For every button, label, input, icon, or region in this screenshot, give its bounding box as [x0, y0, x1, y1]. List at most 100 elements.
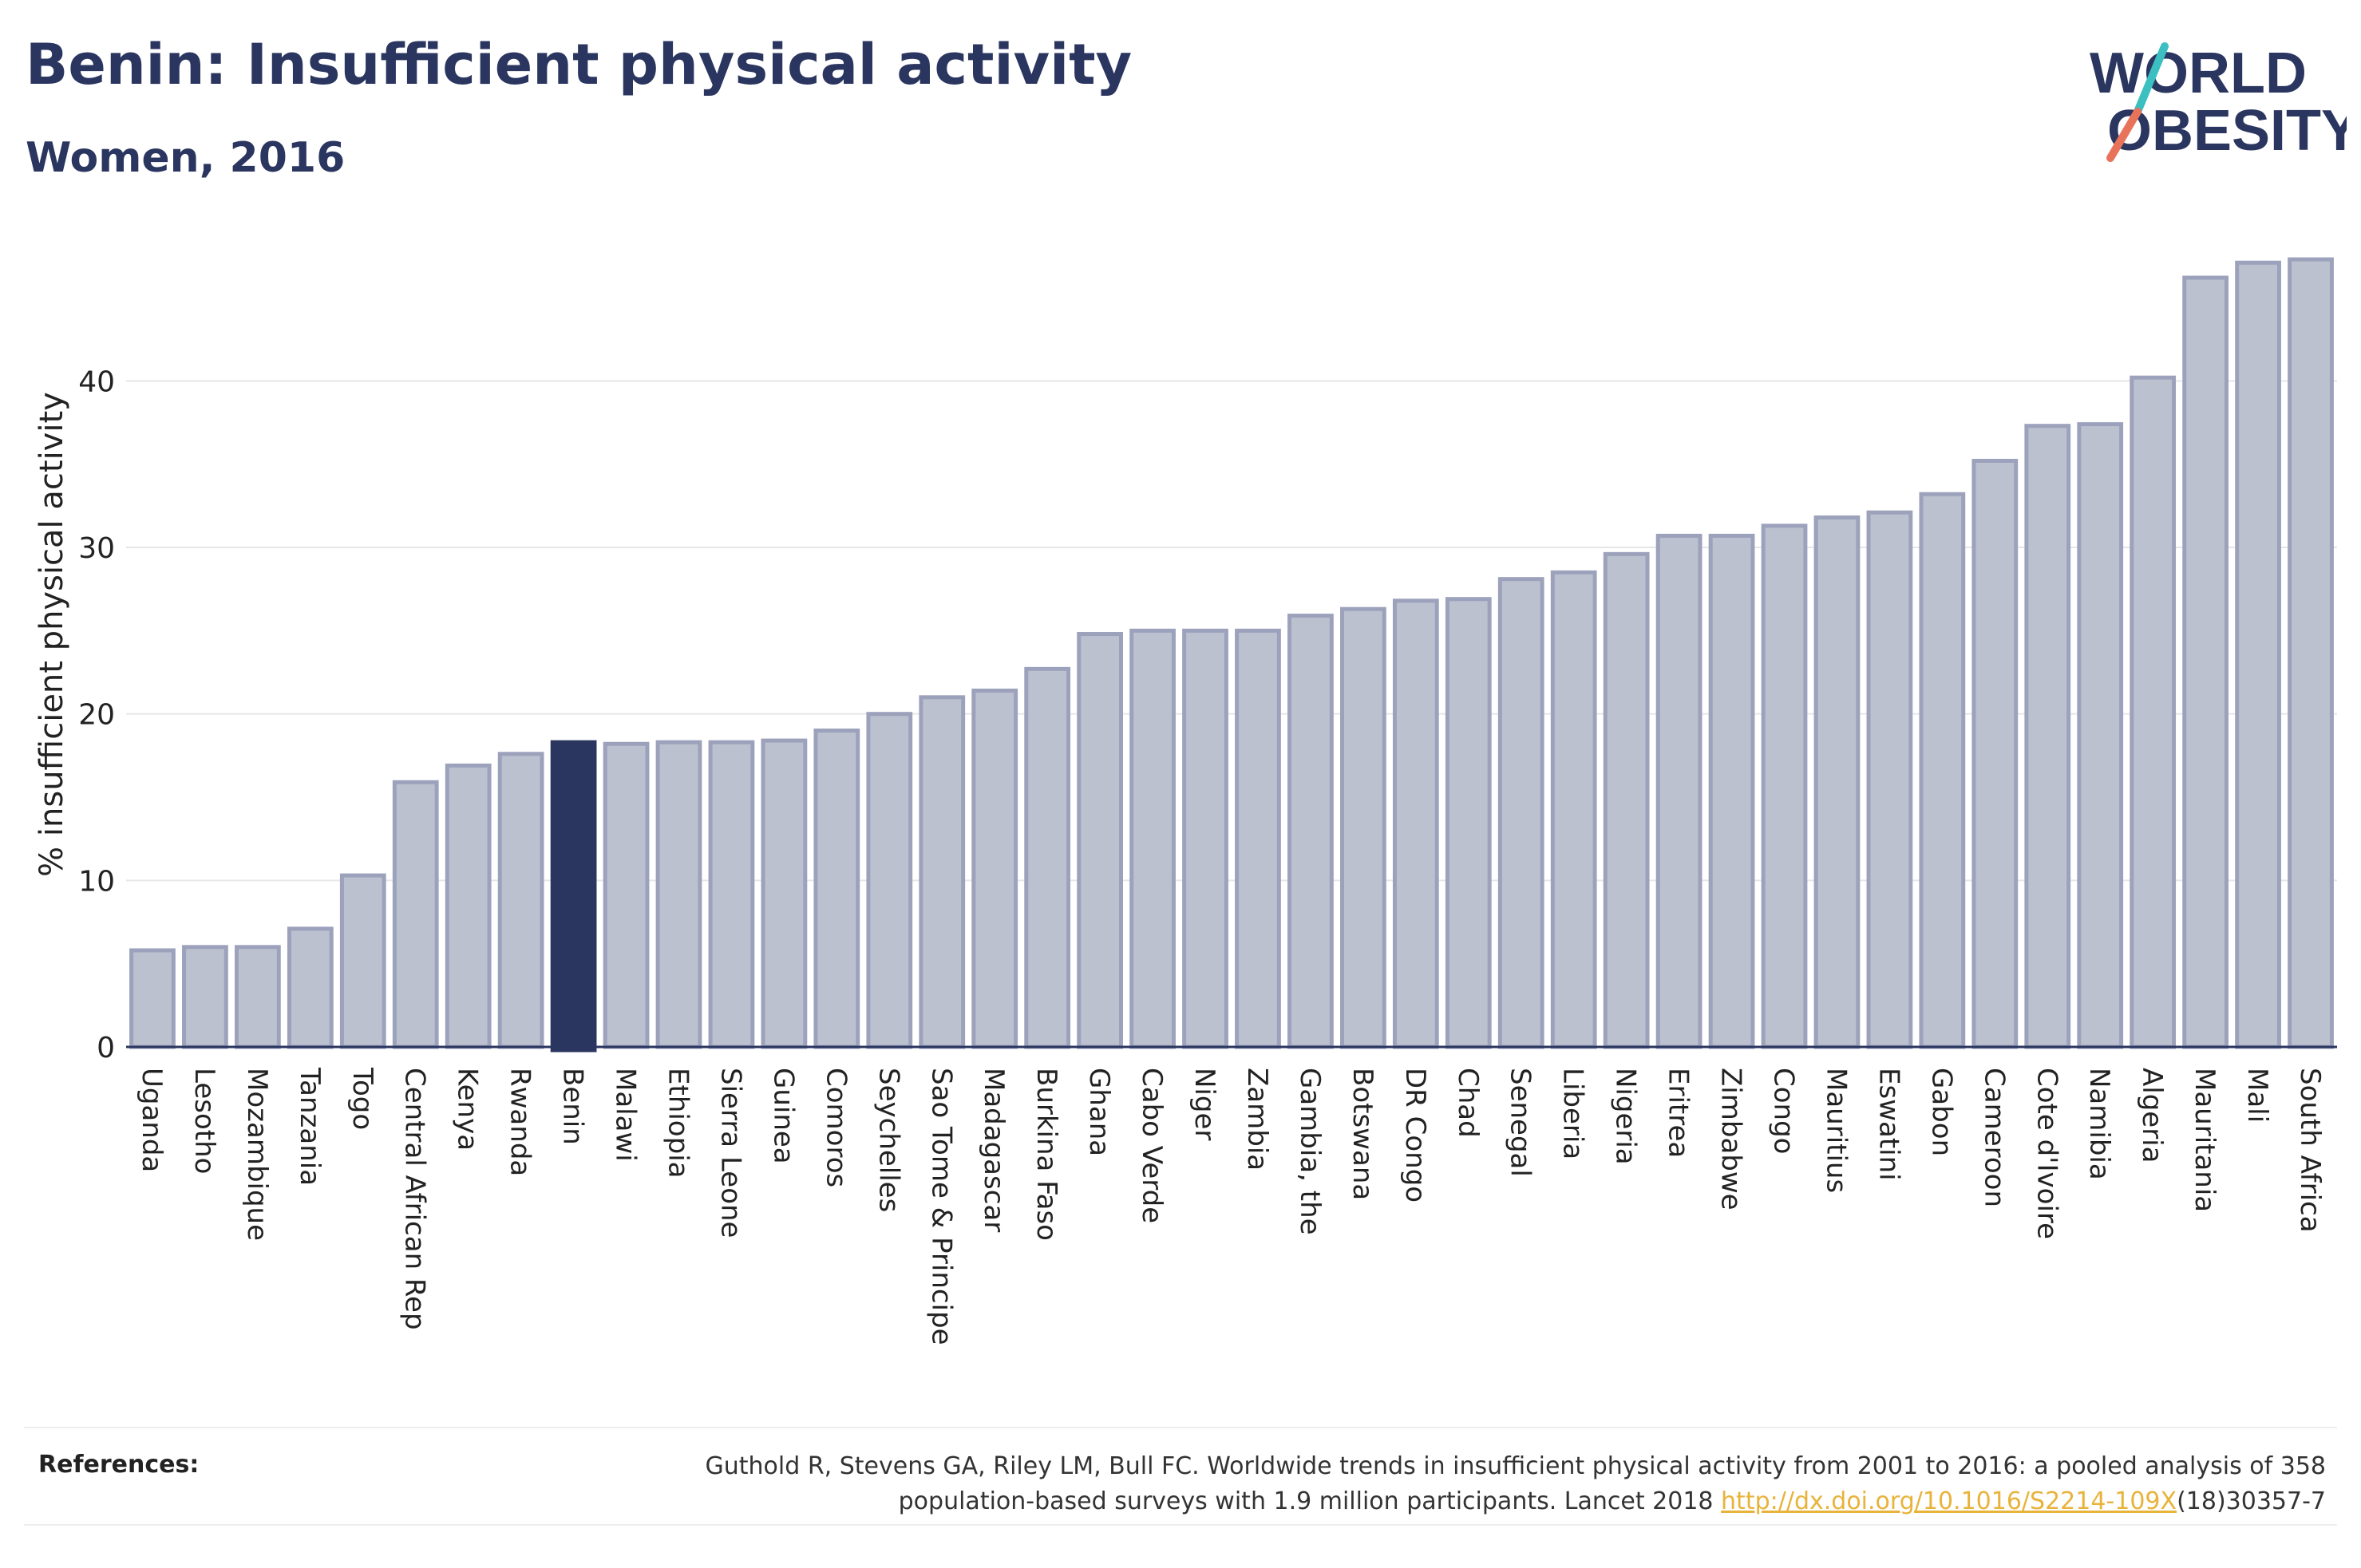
references-text: Guthold R, Stevens GA, Riley LM, Bull FC…	[490, 1449, 2326, 1519]
bar-zimbabwe	[1708, 533, 1755, 1049]
x-tick-label: Zimbabwe	[1715, 1068, 1747, 1211]
x-tick-label: Nigeria	[1610, 1068, 1642, 1165]
reference-line-2-prefix: population-based surveys with 1.9 millio…	[898, 1487, 1722, 1515]
bar-liberia	[1550, 570, 1597, 1049]
x-tick-label: Liberia	[1557, 1068, 1589, 1159]
bar-dr-congo	[1392, 598, 1439, 1049]
x-tick-label: Lesotho	[188, 1068, 220, 1174]
x-tick-label: Gambia, the	[1294, 1068, 1326, 1235]
chart-subtitle: Women, 2016	[26, 134, 346, 182]
x-tick-label: Sierra Leone	[714, 1068, 746, 1238]
x-tick-label: Eritrea	[1663, 1068, 1695, 1158]
bar-botswana	[1340, 606, 1386, 1049]
x-tick-label: Kenya	[452, 1068, 484, 1151]
x-tick-label: Ethiopia	[662, 1068, 694, 1178]
x-tick-label: Mauritius	[1820, 1068, 1852, 1193]
x-tick-label: Seychelles	[872, 1068, 904, 1212]
x-tick-label: Algeria	[2136, 1068, 2168, 1163]
bar-togo	[339, 873, 386, 1049]
bar-gabon	[1919, 492, 1966, 1049]
bar-mauritius	[1813, 515, 1861, 1049]
references-divider-top	[24, 1427, 2337, 1428]
bar-chad	[1445, 597, 1492, 1049]
x-tick-label: Cote d'Ivoire	[2031, 1068, 2062, 1239]
bar-uganda	[129, 948, 176, 1049]
bar-zambia	[1235, 628, 1281, 1049]
bar-madagascar	[971, 688, 1018, 1049]
bar-burkina-faso	[1024, 666, 1071, 1049]
x-tick-label: Tanzania	[294, 1067, 326, 1186]
bar-ethiopia	[655, 740, 702, 1049]
x-tick-label: Chad	[1452, 1068, 1484, 1138]
x-tick-label: Uganda	[136, 1068, 168, 1172]
logo-text-obesity: OBESITY	[2107, 99, 2347, 163]
x-tick-label: Togo	[346, 1067, 378, 1130]
x-tick-label: Zambia	[1241, 1068, 1273, 1171]
x-tick-label: Cabo Verde	[1136, 1068, 1168, 1223]
x-tick-label: Cameroon	[1978, 1068, 2010, 1207]
x-tick-label: Gabon	[1925, 1068, 1957, 1156]
bar-south-africa	[2288, 257, 2334, 1049]
x-tick-label: Guinea	[767, 1068, 799, 1164]
bar-algeria	[2130, 375, 2177, 1049]
x-tick-label: DR Congo	[1399, 1068, 1431, 1203]
references-label: References:	[38, 1451, 200, 1479]
x-tick-label: Malawi	[610, 1068, 642, 1162]
x-tick-label: South Africa	[2294, 1068, 2326, 1233]
bar-seychelles	[866, 712, 913, 1049]
bar-senegal	[1497, 577, 1544, 1049]
x-tick-label: Benin	[557, 1068, 589, 1145]
x-tick-label: Sao Tome & Principe	[925, 1068, 957, 1345]
y-tick-labels: 0 10 20 30 40	[78, 365, 115, 1064]
bar-eritrea	[1655, 533, 1703, 1049]
y-tick-label: 10	[78, 865, 115, 898]
x-tick-label: Namibia	[2083, 1068, 2115, 1180]
bar-tanzania	[287, 926, 334, 1049]
bar-cameroon	[1971, 459, 2019, 1049]
bar-namibia	[2077, 422, 2124, 1049]
bar-gambia-the	[1287, 614, 1334, 1049]
reference-line-1: Guthold R, Stevens GA, Riley LM, Bull FC…	[705, 1452, 2326, 1480]
bar-nigeria	[1603, 551, 1650, 1049]
bar-comoros	[813, 729, 860, 1049]
reference-line-2: population-based surveys with 1.9 millio…	[490, 1484, 2326, 1519]
x-tick-label: Central African Rep	[399, 1068, 431, 1330]
x-tick-label: Botswana	[1347, 1068, 1378, 1200]
chart-title: Benin: Insufficient physical activity	[26, 32, 1133, 97]
x-tick-label: Mauritania	[2189, 1068, 2221, 1212]
x-tick-labels: Uganda Lesotho Mozambique Tanzania Togo Centr…	[136, 1067, 2326, 1345]
bar-sierra-leone	[708, 740, 755, 1049]
bar-niger	[1182, 628, 1228, 1049]
logo-slash-teal	[2134, 42, 2169, 116]
bar-malawi	[603, 741, 650, 1049]
grid-lines	[126, 380, 2337, 882]
bar-congo	[1761, 523, 1808, 1049]
reference-line-2-suffix: (18)30357-7	[2177, 1487, 2326, 1515]
y-tick-label: 40	[78, 365, 115, 398]
bar-lesotho	[182, 945, 228, 1049]
x-tick-label: Senegal	[1505, 1068, 1536, 1177]
x-tick-label: Mozambique	[241, 1068, 273, 1241]
reference-doi-link[interactable]: http://dx.doi.org/10.1016/S2214-109X	[1721, 1487, 2177, 1515]
bar-cabo-verde	[1129, 628, 1176, 1049]
y-tick-label: 0	[97, 1032, 115, 1064]
y-tick-label: 30	[78, 532, 115, 565]
y-axis-label: % insufficient physical activity	[34, 392, 70, 877]
x-tick-label: Burkina Faso	[1030, 1068, 1062, 1241]
bar-kenya	[445, 763, 492, 1049]
x-tick-label: Comoros	[820, 1068, 852, 1187]
logo-slash-coral	[2106, 108, 2142, 162]
x-tick-label: Congo	[1768, 1068, 1800, 1154]
bar-chart: 0 10 20 30 40 Uganda Lesotho Mozambique Tanzani…	[34, 257, 2337, 1345]
references-divider-bottom	[24, 1524, 2337, 1526]
bar-benin	[550, 740, 597, 1053]
x-tick-label: Mali	[2241, 1068, 2273, 1123]
bar-mozambique	[235, 945, 281, 1049]
logo-text-world: WORLD	[2090, 41, 2307, 105]
x-tick-label: Madagascar	[978, 1068, 1010, 1232]
bar-guinea	[761, 738, 808, 1049]
x-tick-label: Rwanda	[504, 1068, 536, 1176]
x-tick-label: Niger	[1188, 1068, 1220, 1140]
y-tick-label: 20	[78, 699, 115, 732]
bar-eswatini	[1866, 510, 1913, 1049]
